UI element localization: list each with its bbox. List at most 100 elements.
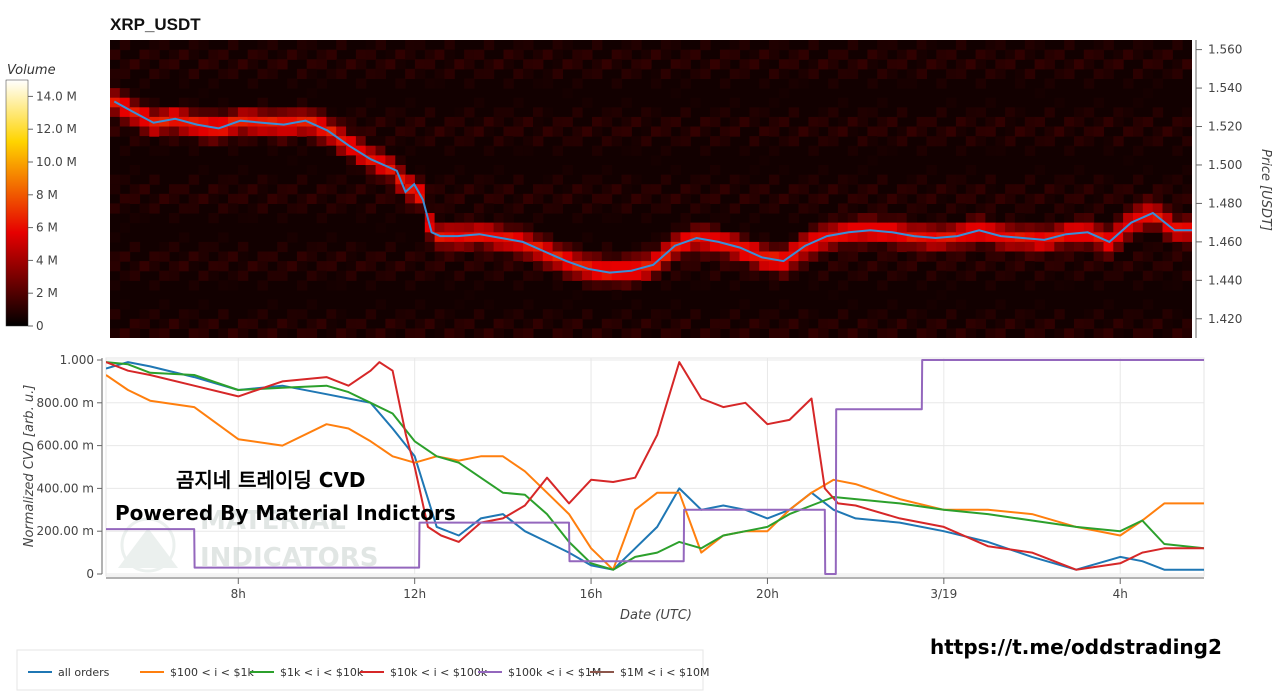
heatmap-cell [257, 309, 268, 320]
heatmap-cell [1034, 241, 1045, 253]
heatmap-cell [857, 184, 868, 195]
heatmap-cell [208, 261, 219, 272]
cvd-series-line [106, 361, 1204, 571]
heatmap-cell [719, 203, 731, 214]
heatmap-cell [1064, 213, 1075, 224]
heatmap-cell [552, 309, 563, 320]
heatmap-cell [739, 328, 750, 338]
heatmap-cell [1152, 184, 1164, 195]
heatmap-cell [336, 59, 347, 70]
heatmap-cell [955, 222, 967, 233]
heatmap-cell [818, 251, 829, 262]
heatmap-cell [808, 251, 819, 262]
heatmap-cell [769, 270, 780, 281]
heatmap-cell [119, 68, 131, 79]
heatmap-cell [828, 126, 839, 137]
heatmap-cell [847, 299, 859, 310]
heatmap-cell [188, 116, 200, 128]
legend-box [16, 649, 704, 691]
heatmap-cell [847, 126, 859, 137]
heatmap-cell [228, 203, 239, 214]
heatmap-cell [906, 232, 918, 243]
heatmap-cell [926, 213, 937, 224]
heatmap-cell [513, 222, 524, 233]
heatmap-cell [611, 280, 623, 291]
heatmap-cell [1152, 193, 1164, 204]
cvd-series-line [106, 374, 1204, 571]
heatmap-cell [1054, 251, 1065, 262]
heatmap-cell [788, 213, 800, 224]
colorbar-tick-label: 12.0 M [36, 122, 77, 136]
heatmap-cell [1162, 309, 1173, 320]
heatmap-cell [582, 174, 593, 185]
heatmap-cell [188, 49, 200, 60]
heatmap-cell [621, 203, 632, 214]
heatmap-cell [287, 318, 298, 329]
heatmap-cell [739, 270, 750, 281]
heatmap-cell [523, 251, 534, 262]
heatmap-cell [946, 251, 957, 262]
heatmap-cell [611, 270, 623, 281]
heatmap-cell [1113, 59, 1124, 70]
heatmap-cell [916, 145, 927, 156]
heatmap-cell [326, 318, 337, 329]
heatmap-cell [1162, 126, 1173, 137]
heatmap-cell [739, 318, 750, 329]
heatmap-cell [552, 40, 563, 51]
heatmap-cell [592, 280, 603, 291]
heatmap-cell [975, 136, 986, 147]
heatmap-cell [946, 261, 957, 272]
heatmap-cell [277, 107, 288, 118]
heatmap-cell [159, 59, 170, 70]
heatmap-cell [582, 270, 593, 281]
heatmap-cell [533, 184, 544, 195]
heatmap-cell [798, 49, 809, 60]
heatmap-cell [188, 203, 200, 214]
heatmap-cell [1182, 261, 1192, 272]
heatmap-cell [1113, 328, 1124, 338]
heatmap-cell [1142, 88, 1154, 99]
heatmap-cell [916, 59, 927, 70]
telegram-link[interactable]: https://t.me/oddstrading2 [930, 635, 1222, 659]
heatmap-cell [680, 59, 691, 70]
heatmap-cell [601, 116, 613, 128]
heatmap-cell [621, 261, 632, 272]
heatmap-cell [1014, 203, 1026, 214]
heatmap-cell [778, 299, 790, 310]
heatmap-cell [1064, 174, 1075, 185]
heatmap-cell [867, 222, 878, 233]
heatmap-cell [473, 184, 485, 195]
heatmap-cell [110, 251, 121, 262]
heatmap-cell [759, 107, 770, 118]
heatmap-cell [857, 107, 868, 118]
heatmap-cell [778, 193, 790, 204]
heatmap-cell [1103, 116, 1114, 128]
heatmap-cell [237, 107, 249, 118]
heatmap-cell [1182, 251, 1192, 262]
heatmap-cell [493, 328, 504, 338]
heatmap-cell [149, 328, 160, 338]
heatmap-cell [365, 116, 377, 128]
heatmap-cell [552, 49, 563, 60]
heatmap-cell [867, 232, 878, 243]
heatmap-cell [719, 126, 731, 137]
heatmap-cell [306, 88, 318, 99]
heatmap-cell [710, 213, 721, 224]
heatmap-cell [611, 49, 623, 60]
heatmap-cell [346, 165, 357, 176]
cvd-y-tick-label: 800.00 m [37, 396, 95, 410]
heatmap-cell [523, 136, 534, 147]
heatmap-cell [1133, 40, 1144, 51]
heatmap-cell [552, 193, 563, 204]
heatmap-cell [788, 232, 800, 243]
heatmap-cell [572, 241, 583, 253]
heatmap-cell [906, 49, 918, 60]
heatmap-cell [1044, 241, 1055, 253]
heatmap-cell [562, 193, 573, 204]
heatmap-cell [975, 232, 986, 243]
heatmap-cell [1133, 232, 1144, 243]
heatmap-cell [1142, 136, 1154, 147]
heatmap-cell [847, 232, 859, 243]
heatmap-cell [119, 126, 131, 137]
heatmap-cell [916, 328, 927, 338]
